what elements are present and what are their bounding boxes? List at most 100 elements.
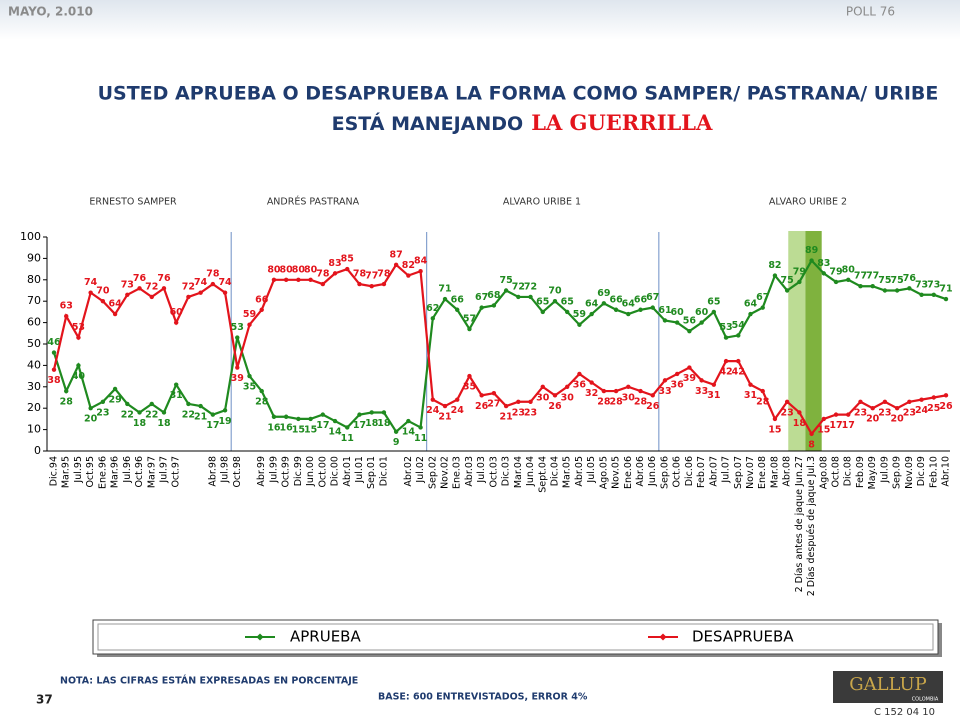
point — [870, 406, 875, 411]
x-tick-label: Ene.96 — [97, 456, 108, 489]
value-label: 42 — [732, 367, 745, 378]
x-tick-label: Jul.95 — [73, 456, 84, 484]
x-tick-label: Dic.01 — [378, 456, 389, 486]
value-label: 75 — [499, 275, 512, 286]
point — [943, 296, 949, 302]
value-label: 72 — [512, 281, 525, 292]
point — [858, 399, 863, 404]
y-tick-label: 0 — [34, 444, 41, 457]
point — [870, 284, 875, 289]
point — [173, 320, 179, 325]
value-label: 82 — [402, 260, 415, 271]
point — [406, 418, 411, 424]
value-label: 21 — [499, 412, 512, 423]
point — [589, 380, 594, 385]
y-tick-label: 100 — [20, 230, 41, 243]
x-tick-label: Dic.04 — [549, 456, 560, 486]
value-label: 15 — [292, 424, 305, 435]
point — [357, 412, 362, 417]
x-tick-label: Mar.04 — [513, 456, 524, 488]
value-label: 23 — [781, 407, 794, 418]
point — [613, 388, 619, 394]
x-tick-label: Dic.94 — [49, 456, 60, 486]
point — [259, 307, 264, 312]
value-label: 17 — [842, 420, 855, 431]
y-tick-label: 80 — [27, 273, 41, 286]
point — [308, 277, 313, 282]
value-label: 42 — [719, 367, 732, 378]
point — [455, 307, 460, 312]
y-tick-label: 50 — [27, 337, 41, 350]
point — [833, 279, 839, 285]
x-tick-label: Jul.02 — [415, 456, 426, 484]
x-tick-label: Sept.04 — [537, 456, 548, 493]
point — [76, 335, 81, 340]
point — [64, 313, 69, 319]
value-label: 65 — [536, 296, 549, 307]
point — [723, 358, 729, 364]
x-tick-label: Oct.96 — [134, 456, 145, 488]
point — [406, 273, 411, 278]
legend-label: DESAPRUEBA — [692, 628, 794, 646]
x-tick-label: Dic.09 — [916, 456, 927, 486]
value-label: 74 — [84, 277, 98, 288]
point — [577, 371, 582, 377]
point — [858, 284, 863, 289]
value-label: 71 — [939, 284, 952, 295]
value-label: 30 — [622, 392, 636, 403]
point — [479, 393, 484, 398]
value-label: 24 — [915, 405, 929, 416]
value-label: 20 — [866, 414, 880, 425]
point — [491, 303, 497, 308]
point — [137, 286, 142, 291]
point — [540, 384, 545, 389]
x-tick-label: May.09 — [867, 456, 878, 489]
point — [247, 322, 252, 327]
legend-label: APRUEBA — [290, 628, 361, 646]
x-tick-label: Ago.08 — [818, 456, 829, 489]
value-label: 54 — [732, 320, 746, 331]
x-tick-label: Abr.03 — [464, 456, 475, 487]
value-label: 60 — [170, 307, 184, 318]
point — [784, 399, 790, 404]
value-label: 79 — [793, 266, 806, 277]
point — [626, 384, 631, 389]
point — [723, 335, 729, 340]
value-label: 80 — [267, 264, 281, 275]
point — [259, 388, 264, 394]
point — [198, 403, 203, 409]
x-tick-label: Feb.07 — [696, 456, 707, 488]
value-label: 78 — [377, 269, 391, 280]
x-tick-label: Abr.99 — [256, 456, 267, 487]
point — [674, 320, 680, 325]
value-label: 31 — [744, 390, 757, 401]
logo-sub: COLOMBIA — [912, 697, 939, 703]
title-line2: ESTÁ MANEJANDO LA GUERRILLA — [332, 110, 713, 135]
point — [919, 292, 924, 297]
value-label: 78 — [353, 269, 367, 280]
value-label: 57 — [463, 314, 476, 325]
point — [540, 309, 545, 315]
x-tick-label: Oct.08 — [831, 456, 842, 488]
value-label: 8 — [808, 439, 815, 450]
value-label: 25 — [927, 403, 940, 414]
point — [173, 382, 179, 387]
point — [332, 271, 338, 276]
x-tick-label: Sep.02 — [427, 456, 438, 489]
point — [186, 294, 191, 300]
point — [760, 388, 765, 394]
point — [711, 309, 717, 315]
point — [210, 412, 216, 417]
value-label: 23 — [524, 407, 537, 418]
x-tick-label: Abr.02 — [403, 456, 414, 487]
point — [577, 322, 582, 327]
point — [760, 305, 765, 310]
point — [894, 288, 900, 293]
value-label: 26 — [646, 401, 660, 412]
value-label: 80 — [842, 264, 856, 275]
x-tick-label: Nov.05 — [611, 456, 622, 489]
point — [64, 388, 69, 394]
point — [296, 416, 301, 422]
point — [51, 367, 57, 372]
value-label: 16 — [267, 422, 281, 433]
